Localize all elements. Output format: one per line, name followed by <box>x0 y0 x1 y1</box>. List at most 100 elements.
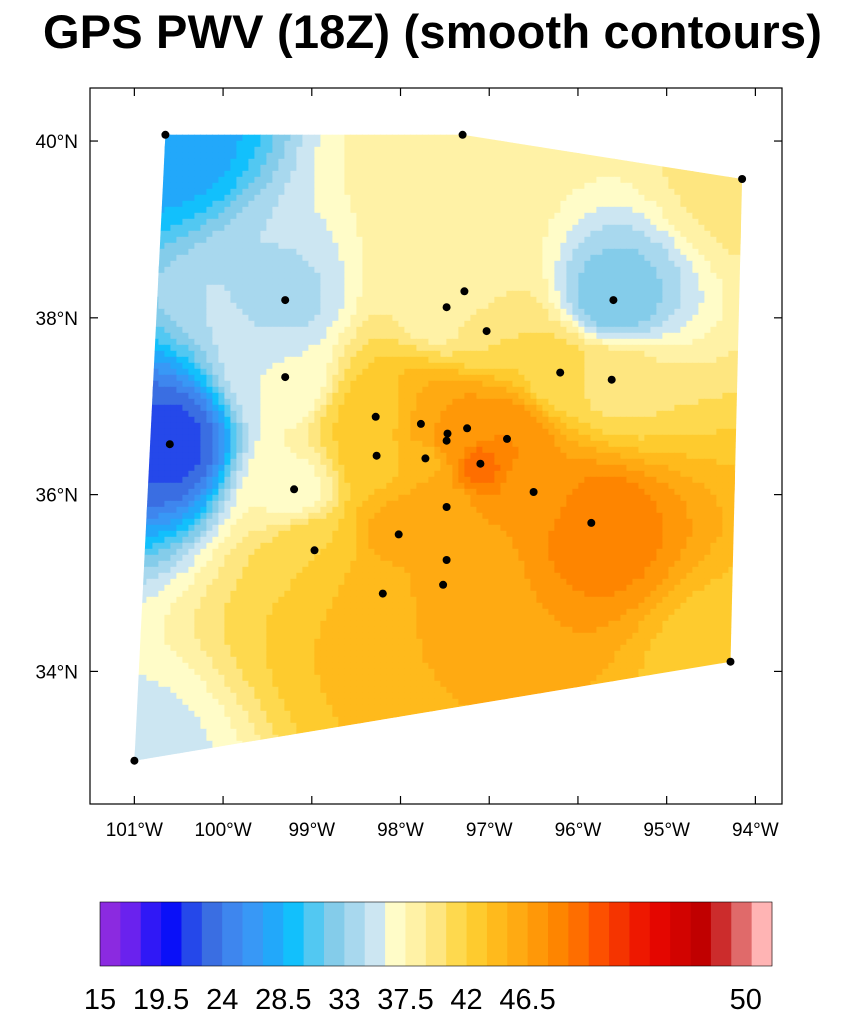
contour-cell <box>578 380 585 388</box>
contour-cell <box>500 218 507 226</box>
contour-cell <box>530 362 537 370</box>
contour-cell <box>542 410 549 418</box>
contour-cell <box>530 194 537 202</box>
contour-cell <box>176 356 183 364</box>
contour-cell <box>296 182 303 190</box>
contour-cell <box>602 392 609 400</box>
contour-cell <box>182 176 189 184</box>
contour-cell <box>566 200 573 208</box>
contour-cell <box>650 350 657 358</box>
contour-cell <box>434 242 441 250</box>
contour-cell <box>356 278 363 286</box>
contour-cell <box>152 392 159 400</box>
contour-cell <box>194 398 201 406</box>
contour-cell <box>326 212 333 220</box>
contour-cell <box>278 302 285 310</box>
contour-cell <box>326 260 333 268</box>
contour-cell <box>650 332 657 340</box>
contour-cell <box>392 254 399 262</box>
contour-cell <box>296 368 303 376</box>
contour-cell <box>698 332 705 340</box>
contour-cell <box>338 224 345 232</box>
contour-cell <box>530 188 537 196</box>
contour-cell <box>530 242 537 250</box>
contour-cell <box>182 236 189 244</box>
contour-cell <box>608 194 615 202</box>
contour-cell <box>638 176 645 184</box>
contour-cell <box>698 404 705 412</box>
contour-cell <box>200 224 207 232</box>
contour-cell <box>254 152 261 160</box>
contour-cell <box>344 248 351 256</box>
contour-cell <box>602 266 609 274</box>
contour-cell <box>188 260 195 268</box>
contour-cell <box>536 344 543 352</box>
contour-cell <box>566 290 573 298</box>
contour-cell <box>560 230 567 238</box>
contour-cell <box>320 332 327 340</box>
contour-cell <box>206 164 213 172</box>
contour-cell <box>608 218 615 226</box>
contour-cell <box>620 284 627 292</box>
contour-cell <box>188 398 195 406</box>
contour-cell <box>632 386 639 394</box>
contour-cell <box>650 362 657 370</box>
contour-cell <box>266 140 273 148</box>
contour-cell <box>230 344 237 352</box>
contour-cell <box>584 398 591 406</box>
contour-cell <box>344 230 351 238</box>
contour-cell <box>572 374 579 382</box>
contour-cell <box>290 320 297 328</box>
contour-cell <box>536 302 543 310</box>
contour-cell <box>524 386 531 394</box>
contour-cell <box>404 242 411 250</box>
contour-cell <box>176 176 183 184</box>
contour-cell <box>530 206 537 214</box>
contour-cell <box>158 362 165 370</box>
contour-cell <box>260 236 267 244</box>
contour-cell <box>284 356 291 364</box>
contour-cell <box>584 338 591 346</box>
contour-cell <box>674 320 681 328</box>
contour-cell <box>584 380 591 388</box>
contour-cell <box>614 248 621 256</box>
contour-cell <box>206 212 213 220</box>
contour-cell <box>200 314 207 322</box>
contour-cell <box>626 344 633 352</box>
contour-cell <box>704 386 711 394</box>
contour-cell <box>308 410 315 418</box>
contour-cell <box>314 152 321 160</box>
contour-cell <box>488 176 495 184</box>
contour-cell <box>344 290 351 298</box>
contour-cell <box>344 260 351 268</box>
contour-cell <box>332 368 339 376</box>
contour-cell <box>350 362 357 370</box>
contour-cell <box>536 146 543 154</box>
contour-cell <box>260 266 267 274</box>
contour-cell <box>728 410 735 418</box>
contour-cell <box>542 170 549 178</box>
contour-cell <box>350 182 357 190</box>
contour-cell <box>284 404 291 412</box>
contour-cell <box>638 230 645 238</box>
contour-cell <box>308 332 315 340</box>
contour-cell <box>728 206 735 214</box>
contour-cell <box>668 410 675 418</box>
contour-cell <box>194 158 201 166</box>
contour-cell <box>728 266 735 274</box>
contour-cell <box>206 344 213 352</box>
contour-cell <box>416 338 423 346</box>
contour-cell <box>260 164 267 172</box>
contour-cell <box>440 248 447 256</box>
contour-cell <box>698 356 705 364</box>
contour-cell <box>656 194 663 202</box>
contour-cell <box>548 200 555 208</box>
contour-cell <box>722 386 729 394</box>
contour-cell <box>242 290 249 298</box>
contour-cell <box>734 236 741 244</box>
contour-cell <box>590 242 597 250</box>
contour-cell <box>626 374 633 382</box>
contour-cell <box>620 326 627 334</box>
contour-cell <box>740 206 743 214</box>
contour-cell <box>542 320 549 328</box>
